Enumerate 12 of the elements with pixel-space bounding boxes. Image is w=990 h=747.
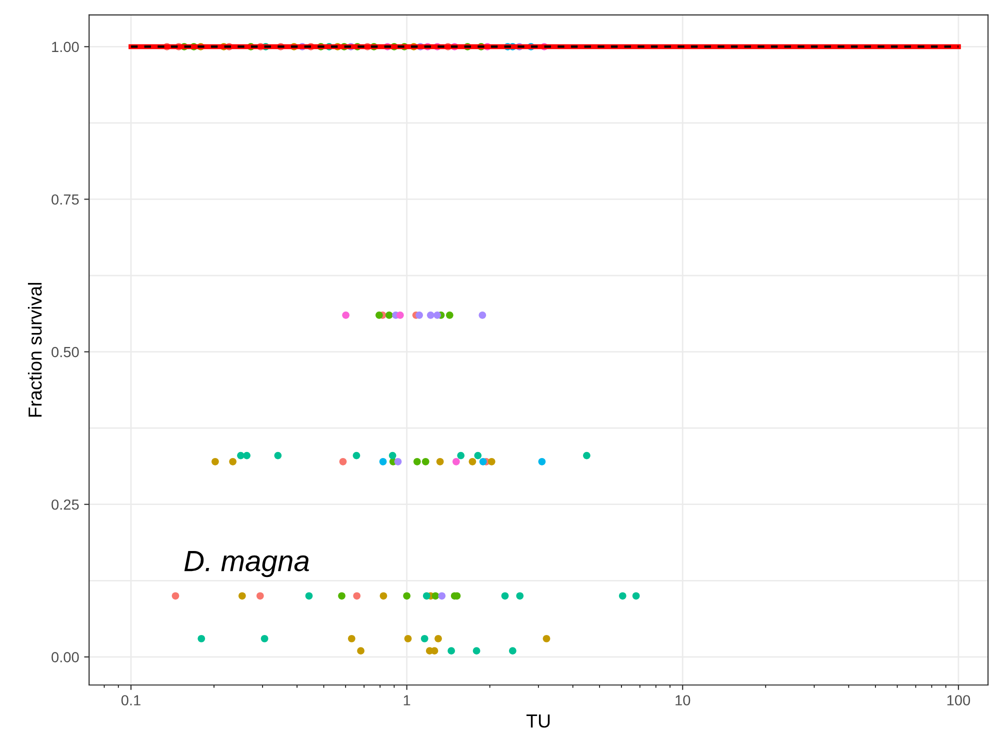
x-tick-label: 10: [676, 695, 690, 706]
y-tick-label: 0.25: [52, 499, 79, 510]
y-tick-label: 0.75: [52, 194, 79, 205]
annotation: D. magna: [184, 551, 309, 578]
y-tick-label: 0.00: [52, 652, 79, 662]
x-tick-label: 1: [404, 695, 410, 706]
y-tick-label: 0.50: [52, 346, 79, 358]
x-tick-label: 0.1: [121, 695, 140, 706]
x-tick-label: 100: [947, 695, 970, 706]
x-axis-title: TU: [526, 714, 550, 728]
y-axis-title: Fraction survival: [28, 282, 42, 417]
y-tick-label: 1.00: [52, 42, 79, 52]
